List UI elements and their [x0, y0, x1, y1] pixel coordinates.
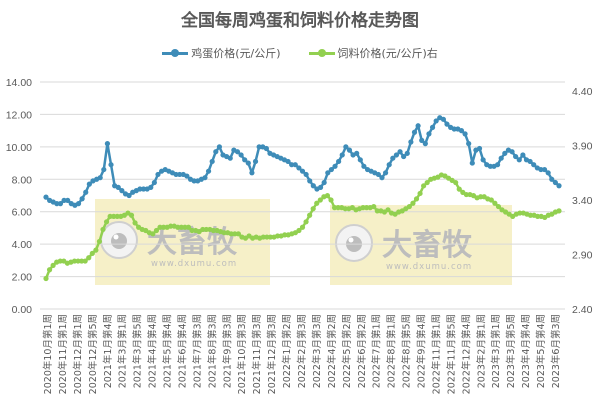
y-axis-tick-label: 8.00: [12, 174, 33, 186]
x-axis-tick-label: 2021年8月第3周: [206, 314, 218, 388]
x-axis-tick-label: 2023年6月第3周: [550, 314, 562, 388]
x-axis-tick-label: 2020年12月第1周: [72, 314, 84, 394]
x-axis-tick-label: 2022年3月第3周: [311, 314, 323, 388]
y2-axis-tick-label: 2.40: [572, 304, 593, 316]
x-axis-tick-label: 2022年9月第4周: [416, 314, 428, 388]
y2-axis-tick-label: 2.90: [572, 250, 593, 262]
x-axis-tick-label: 2021年1月第4周: [102, 314, 114, 388]
x-axis-tick-label: 2021年6月第4周: [176, 314, 188, 388]
x-axis-tick-label: 2022年11月第1周: [430, 314, 442, 394]
svg-text:大畜牧: 大畜牧: [382, 228, 473, 263]
y2-axis-tick-label: 4.40: [572, 86, 593, 98]
x-axis-tick-label: 2022年4月第2周: [326, 314, 338, 388]
x-axis-tick-label: 2021年3月第5周: [132, 314, 144, 388]
y-axis-tick-label: 12.00: [6, 109, 32, 121]
x-axis-tick-label: 2022年7月第1周: [371, 314, 383, 388]
y-axis-tick-label: 2.00: [12, 272, 33, 284]
x-axis-tick-label: 2021年3月第1周: [117, 314, 129, 388]
x-axis-tick-label: 2021年10月第3周: [236, 314, 248, 394]
legend-feed-label: 饲料价格(元/公斤)右: [337, 47, 438, 60]
legend-item-egg: 鸡蛋价格(元/公斤): [162, 45, 281, 61]
x-axis-tick-label: 2022年12月第4周: [460, 314, 472, 394]
x-axis-tick-label: 2023年3月第5周: [505, 314, 517, 388]
x-axis-tick-label: 2021年9月第3周: [221, 314, 233, 388]
x-axis-tick-label: 2021年11月第3周: [251, 314, 263, 394]
y-axis-tick-label: 14.00: [6, 77, 32, 89]
x-axis-tick-label: 2021年7月第3周: [191, 314, 203, 388]
legend-item-feed: 饲料价格(元/公斤)右: [308, 45, 438, 61]
x-axis-tick-label: 2023年3月第1周: [490, 314, 502, 388]
legend-egg-line-icon: [162, 48, 189, 57]
legend-egg-label: 鸡蛋价格(元/公斤): [191, 47, 281, 60]
x-axis-tick-label: 2022年1月第2周: [281, 314, 293, 388]
feed-price-series: [43, 172, 562, 282]
x-axis-tick-label: 2020年10月第1周: [42, 314, 54, 394]
x-axis-tick-label: 2022年5月第2周: [341, 314, 353, 388]
y-axis-tick-label: 0.00: [12, 304, 33, 316]
x-axis-tick-label: 2022年2月第3周: [296, 314, 308, 388]
chart-legend: 鸡蛋价格(元/公斤) 饲料价格(元/公斤)右: [0, 45, 600, 61]
x-axis-tick-label: 2020年12月第5周: [87, 314, 99, 394]
x-axis-tick-label: 2022年11月第5周: [445, 314, 457, 394]
y2-axis-tick-label: 3.90: [572, 141, 593, 153]
y-axis-tick-label: 10.00: [6, 142, 32, 154]
egg-price-series: [43, 115, 562, 208]
x-axis-tick-label: 2022年6月第2周: [356, 314, 368, 388]
x-axis-tick-label: 2023年2月第1周: [475, 314, 487, 388]
x-axis-tick-label: 2022年8月第1周: [386, 314, 398, 388]
x-axis-tick-label: 2020年11月第1周: [57, 314, 69, 394]
chart-title: 全国每周鸡蛋和饲料价格走势图: [181, 11, 419, 31]
x-axis-tick-label: 2021年4月第4周: [147, 314, 159, 388]
svg-text:www.dxumu.com: www.dxumu.com: [151, 259, 237, 269]
x-axis-tick-label: 2023年4月第4周: [520, 314, 532, 388]
legend-feed-line-icon: [308, 48, 335, 57]
x-axis-tick-label: 2022年8月第5周: [401, 314, 413, 388]
x-axis-tick-label: 2021年12月第3周: [266, 314, 278, 394]
x-axis-tick-label: 2023年5月第4周: [535, 314, 547, 388]
svg-text:www.dxumu.com: www.dxumu.com: [386, 262, 472, 272]
y2-axis-tick-label: 3.40: [572, 195, 593, 207]
x-axis-tick-label: 2021年5月第4周: [162, 314, 174, 388]
y-axis-tick-label: 4.00: [12, 239, 33, 251]
y-axis-tick-label: 6.00: [12, 207, 33, 219]
